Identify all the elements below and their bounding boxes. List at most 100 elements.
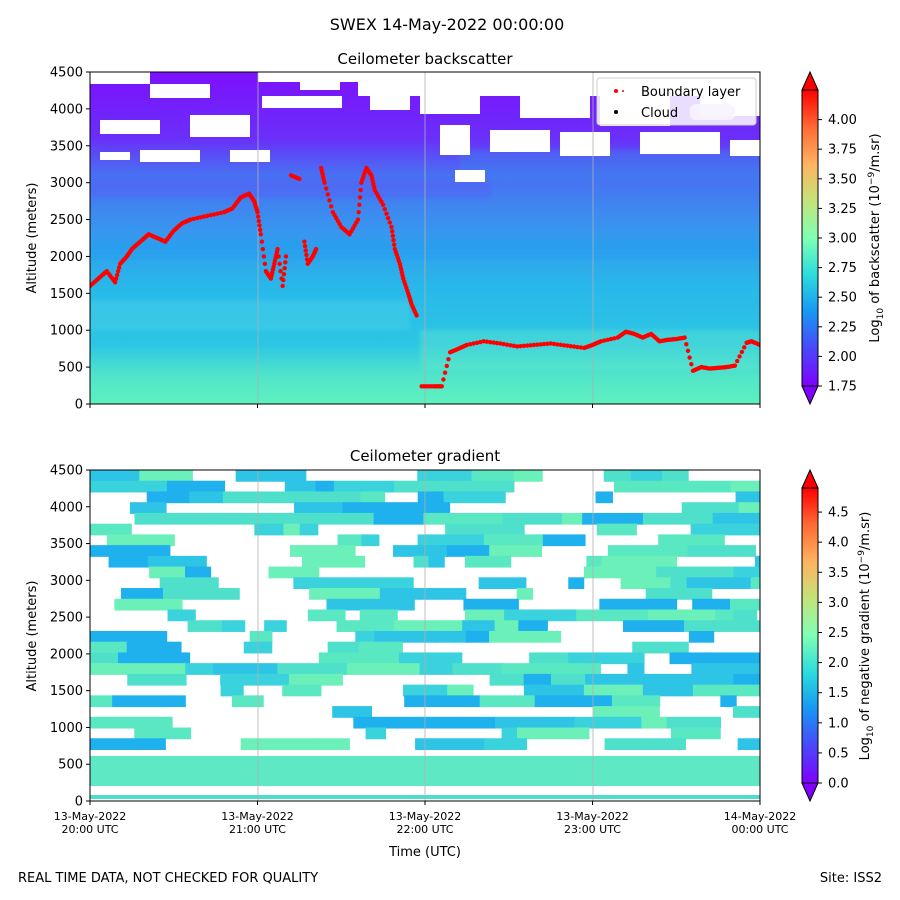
gradient-panel: Ceilometer gradient 0 500 1000 1500 2000 2500… [25, 447, 876, 860]
boundary-layer-point [689, 361, 694, 367]
boundary-layer-point [391, 238, 396, 243]
boundary-layer-point [262, 261, 268, 267]
boundary-layer-point [391, 242, 397, 247]
boundary-layer-point [283, 260, 288, 265]
boundary-layer-point [612, 336, 617, 341]
boundary-layer-point [508, 343, 513, 348]
backscatter-yaxis: 0 500 1000 1500 2000 2500 3000 3500 4000 4500 [50, 66, 90, 413]
xtick-label: 13-May-2022 [221, 810, 293, 823]
boundary-layer-point [281, 271, 287, 277]
boundary-layer-point [355, 217, 361, 222]
colorbar-tick-label: 3.0 [828, 596, 849, 611]
boundary-layer-point [188, 217, 193, 222]
boundary-layer-point [114, 272, 120, 278]
boundary-layer-point [115, 269, 121, 274]
boundary-layer-point [389, 224, 394, 230]
boundary-layer-point [571, 344, 577, 349]
boundary-layer-point [215, 211, 220, 216]
colorbar-tick-label: 4.0 [828, 536, 849, 551]
boundary-layer-point [598, 339, 604, 344]
ytick-label: 4000 [50, 102, 83, 117]
boundary-layer-point [208, 212, 213, 218]
boundary-layer-point [358, 187, 363, 193]
ytick-label: 500 [58, 758, 83, 773]
colorbar-tick-label: 0.0 [828, 777, 849, 792]
boundary-layer-point [261, 254, 267, 259]
boundary-layer-point [327, 198, 332, 203]
boundary-layer-point [257, 227, 263, 233]
boundary-layer-point [498, 341, 503, 346]
colorbar-tick-label: 1.5 [828, 686, 849, 701]
boundary-layer-point [757, 342, 760, 348]
boundary-layer-point [112, 280, 118, 285]
boundary-layer-point [257, 223, 262, 228]
boundary-layer-point [558, 342, 563, 348]
boundary-layer-point [201, 214, 207, 219]
boundary-layer-point [551, 341, 557, 347]
boundary-layer-point [478, 339, 483, 345]
boundary-layer-point [441, 377, 446, 382]
boundary-layer-point [275, 246, 280, 252]
boundary-layer-point [555, 342, 560, 347]
boundary-layer-point [605, 337, 610, 343]
boundary-layer-point [380, 202, 386, 207]
boundary-layer-point [444, 363, 449, 369]
ytick-label: 4000 [50, 500, 83, 515]
boundary-layer-point [442, 370, 448, 375]
ytick-label: 1000 [50, 721, 83, 736]
boundary-layer-point [387, 220, 393, 225]
colorbar-tick-label: 3.00 [828, 232, 857, 247]
boundary-layer-point [198, 215, 203, 220]
xtick-label: 14-May-2022 [724, 810, 796, 823]
colorbar-tick-label: 3.25 [828, 202, 857, 217]
ytick-label: 4500 [50, 464, 83, 479]
ytick-label: 2000 [50, 250, 83, 265]
backscatter-legend: Boundary layer Cloud [596, 77, 757, 126]
boundary-layer-point [538, 342, 543, 347]
backscatter-title: Ceilometer backscatter [337, 50, 513, 68]
boundary-layer-point [504, 342, 510, 347]
boundary-layer-point [283, 254, 289, 259]
boundary-layer-point [258, 232, 264, 237]
xtick-label: 20:00 UTC [61, 823, 118, 836]
backscatter-xaxis [89, 404, 761, 408]
boundary-layer-point [602, 338, 607, 343]
boundary-layer-point [281, 277, 286, 283]
ytick-label: 3000 [50, 574, 83, 589]
boundary-layer-point [484, 339, 490, 344]
footer-disclaimer: REAL TIME DATA, NOT CHECKED FOR QUALITY [18, 871, 318, 886]
boundary-layer-point [329, 204, 334, 209]
footer-site: Site: ISS2 [820, 871, 882, 886]
colorbar-tick-label: 4.5 [828, 506, 849, 521]
boundary-layer-point [518, 343, 523, 349]
boundary-layer-point [304, 252, 309, 258]
ytick-label: 2500 [50, 213, 83, 228]
xtick-label: 00:00 UTC [731, 823, 788, 836]
xtick-label: 13-May-2022 [389, 810, 461, 823]
boundary-layer-point [277, 261, 282, 267]
boundary-layer-point [474, 340, 480, 345]
boundary-layer-point [501, 341, 506, 347]
backscatter-grid [257, 72, 594, 404]
boundary-layer-point [256, 218, 262, 224]
boundary-layer-point [578, 345, 583, 350]
xtick-label: 13-May-2022 [556, 810, 628, 823]
boundary-layer-point [389, 229, 395, 234]
colorbar-tick-label: 0.5 [828, 746, 849, 761]
figure-suptitle: SWEX 14-May-2022 00:00:00 [330, 15, 565, 34]
backscatter-colorbar: 1.75 2.00 2.25 2.50 2.75 3.00 3.25 3.50 3.75 4.00… [801, 70, 886, 406]
boundary-layer-point [278, 269, 283, 274]
ytick-label: 3000 [50, 176, 83, 191]
boundary-layer-point [302, 243, 308, 249]
boundary-layer-point [548, 341, 553, 346]
boundary-layer-series [90, 165, 760, 389]
boundary-layer-point [684, 342, 689, 347]
boundary-layer-point [255, 214, 261, 219]
boundary-layer-point [195, 215, 200, 221]
gradient-colorbar-label: Log10 of negative gradient (10−9/m.sr) [857, 512, 876, 761]
boundary-layer-point [682, 335, 687, 340]
boundary-layer-point [524, 343, 530, 348]
boundary-layer-point [276, 254, 281, 259]
boundary-layer-point [464, 342, 470, 348]
